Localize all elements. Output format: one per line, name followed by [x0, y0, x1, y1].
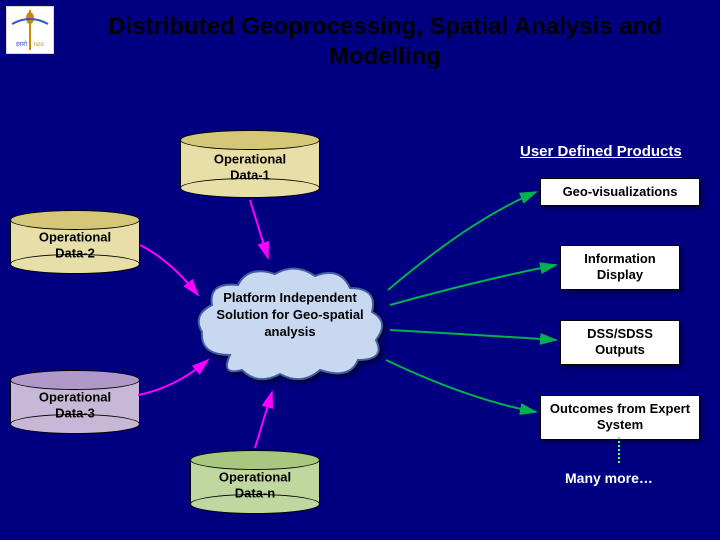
- arrows-layer: [0, 0, 720, 540]
- cylinder-label: OperationalData-3: [10, 390, 140, 421]
- cylinder-label: OperationalData-2: [10, 230, 140, 261]
- cloud-label: Platform Independent Solution for Geo-sp…: [210, 290, 370, 341]
- cylinder-label: OperationalData-n: [190, 470, 320, 501]
- cylinder-label: OperationalData-1: [180, 152, 320, 183]
